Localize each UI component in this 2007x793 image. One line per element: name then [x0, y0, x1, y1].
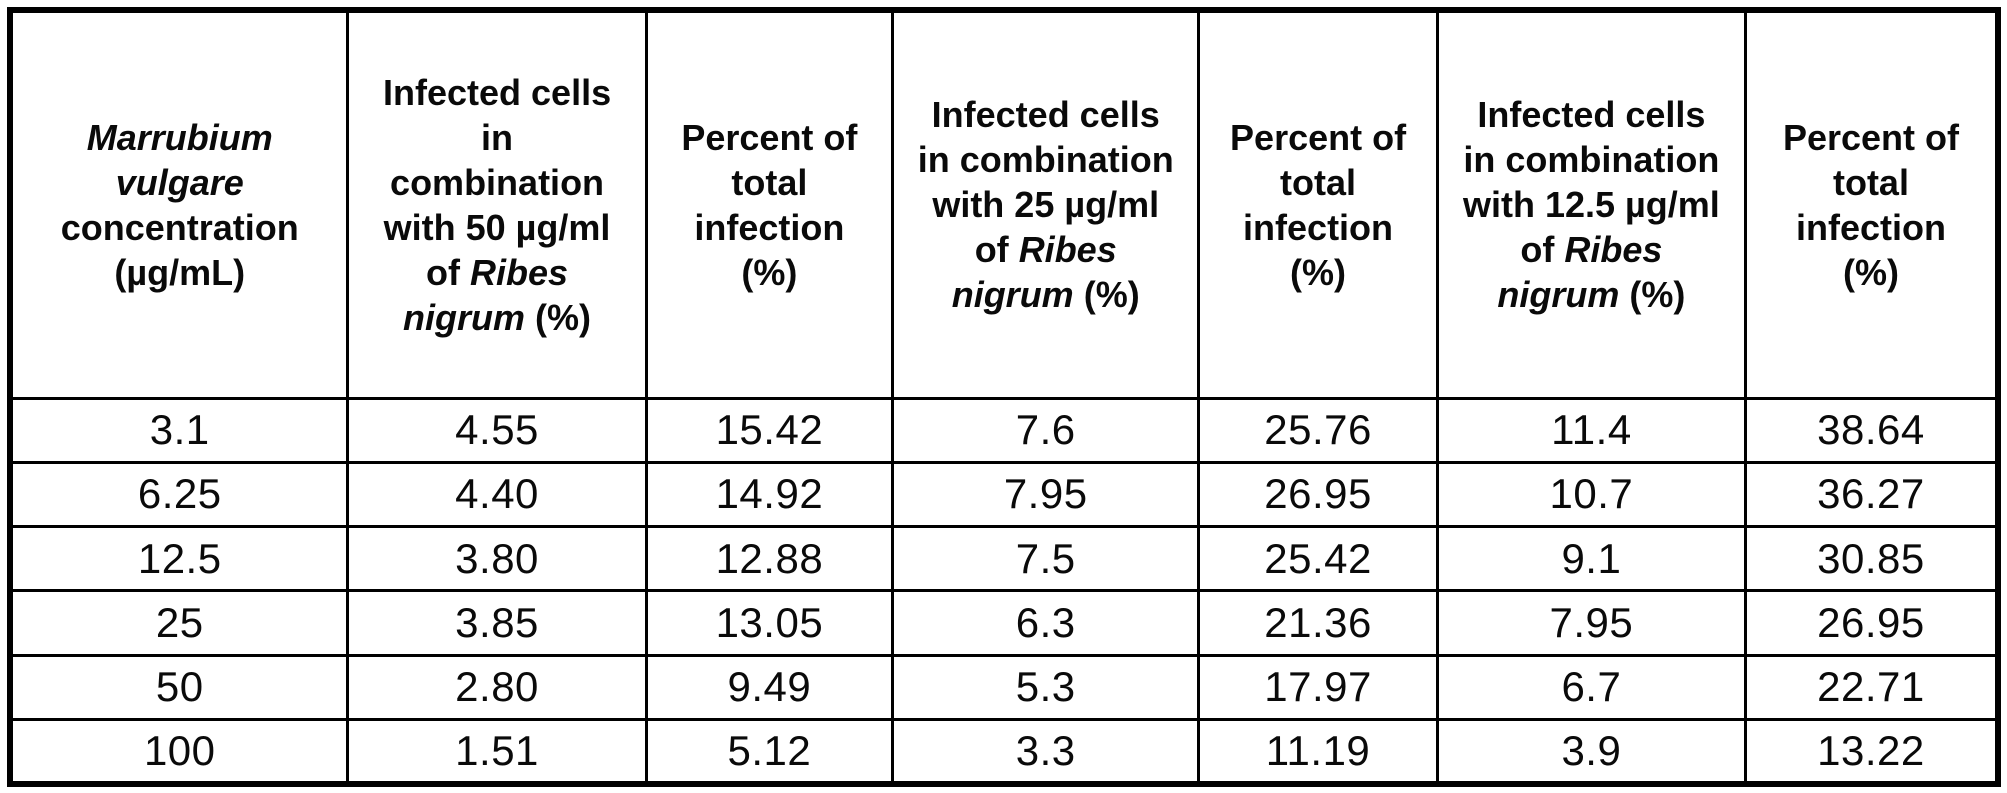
table-cell: 7.5 — [891, 525, 1201, 593]
header-text: Percent of total infection (%) — [681, 116, 858, 293]
header-genus-species: Marrubium vulgare — [86, 116, 273, 203]
table-cell: 4.55 — [346, 396, 648, 464]
table-cell: 13.05 — [644, 589, 895, 657]
table-cell: 14.92 — [644, 460, 895, 529]
table-cell: 25.42 — [1197, 525, 1439, 593]
table-cell: 3.1 — [8, 396, 350, 464]
table-cell: 17.97 — [1197, 653, 1439, 722]
table-cell: 6.25 — [8, 460, 350, 529]
table-cell: 7.95 — [1435, 589, 1747, 657]
table-row: 25 3.85 13.05 6.3 21.36 7.95 26.95 — [8, 589, 2000, 657]
table-cell: 3.9 — [1435, 718, 1747, 786]
table-cell: 10.7 — [1435, 460, 1747, 529]
table-cell: 7.6 — [891, 396, 1201, 464]
header-infected-cells-50: Infected cells in combination with 50 µg… — [346, 8, 648, 400]
table-cell: 2.80 — [346, 653, 648, 722]
table-cell: 9.1 — [1435, 525, 1747, 593]
table-body: 3.1 4.55 15.42 7.6 25.76 11.4 38.64 6.25… — [8, 396, 2000, 786]
header-text: (%) — [1629, 274, 1686, 316]
header-percent-total-infection-1: Percent of total infection (%) — [644, 8, 895, 400]
table-cell: 7.95 — [891, 460, 1201, 529]
header-infected-cells-25: Infected cells in combination with 25 µg… — [891, 8, 1201, 400]
table-cell: 13.22 — [1743, 718, 2000, 786]
table-cell: 26.95 — [1197, 460, 1439, 529]
table-cell: 22.71 — [1743, 653, 2000, 722]
header-infected-cells-12-5: Infected cells in combination with 12.5 … — [1435, 8, 1747, 400]
table-cell: 30.85 — [1743, 525, 2000, 593]
header-text: (%) — [535, 296, 592, 338]
table-cell: 15.42 — [644, 396, 895, 464]
table-row: 100 1.51 5.12 3.3 11.19 3.9 13.22 — [8, 718, 2000, 786]
table-cell: 11.4 — [1435, 396, 1747, 464]
header-species-name: Ribes nigrum — [403, 251, 569, 338]
table-row: 6.25 4.40 14.92 7.95 26.95 10.7 36.27 — [8, 460, 2000, 529]
table-cell: 100 — [8, 718, 350, 786]
table-cell: 6.3 — [891, 589, 1201, 657]
table-cell: 5.3 — [891, 653, 1201, 722]
header-text: Percent of total infection (%) — [1230, 116, 1407, 293]
table-cell: 38.64 — [1743, 396, 2000, 464]
header-percent-total-infection-2: Percent of total infection (%) — [1197, 8, 1439, 400]
table-row: 12.5 3.80 12.88 7.5 25.42 9.1 30.85 — [8, 525, 2000, 593]
header-text: Infected cells in combination with 25 µg… — [917, 94, 1174, 271]
table-cell: 3.85 — [346, 589, 648, 657]
header-text: (%) — [1083, 274, 1140, 316]
table-cell: 21.36 — [1197, 589, 1439, 657]
table-row: 3.1 4.55 15.42 7.6 25.76 11.4 38.64 — [8, 396, 2000, 464]
table-cell: 9.49 — [644, 653, 895, 722]
table-cell: 1.51 — [346, 718, 648, 786]
table-row: 50 2.80 9.49 5.3 17.97 6.7 22.71 — [8, 653, 2000, 722]
header-text: Percent of total infection (%) — [1782, 116, 1959, 293]
table-header-row: Marrubium vulgare concentration (µg/mL) … — [8, 8, 2000, 400]
table-cell: 25 — [8, 589, 350, 657]
results-table: Marrubium vulgare concentration (µg/mL) … — [7, 7, 2001, 787]
table-cell: 25.76 — [1197, 396, 1439, 464]
table-cell: 26.95 — [1743, 589, 2000, 657]
header-text: Infected cells in combination with 12.5 … — [1462, 94, 1720, 271]
header-species-name: Ribes nigrum — [1497, 229, 1663, 316]
table-cell: 6.7 — [1435, 653, 1747, 722]
table-cell: 12.5 — [8, 525, 350, 593]
table-cell: 3.3 — [891, 718, 1201, 786]
table-cell: 36.27 — [1743, 460, 2000, 529]
header-text: concentration (µg/mL) — [60, 206, 299, 293]
table-cell: 4.40 — [346, 460, 648, 529]
header-text: Infected cells in combination with 50 µg… — [383, 71, 612, 293]
table-cell: 11.19 — [1197, 718, 1439, 786]
header-percent-total-infection-3: Percent of total infection (%) — [1743, 8, 2000, 400]
header-marrubium-concentration: Marrubium vulgare concentration (µg/mL) — [8, 8, 350, 400]
header-species-name: Ribes nigrum — [951, 229, 1117, 316]
table-cell: 5.12 — [644, 718, 895, 786]
table-cell: 3.80 — [346, 525, 648, 593]
table-cell: 12.88 — [644, 525, 895, 593]
table-cell: 50 — [8, 653, 350, 722]
